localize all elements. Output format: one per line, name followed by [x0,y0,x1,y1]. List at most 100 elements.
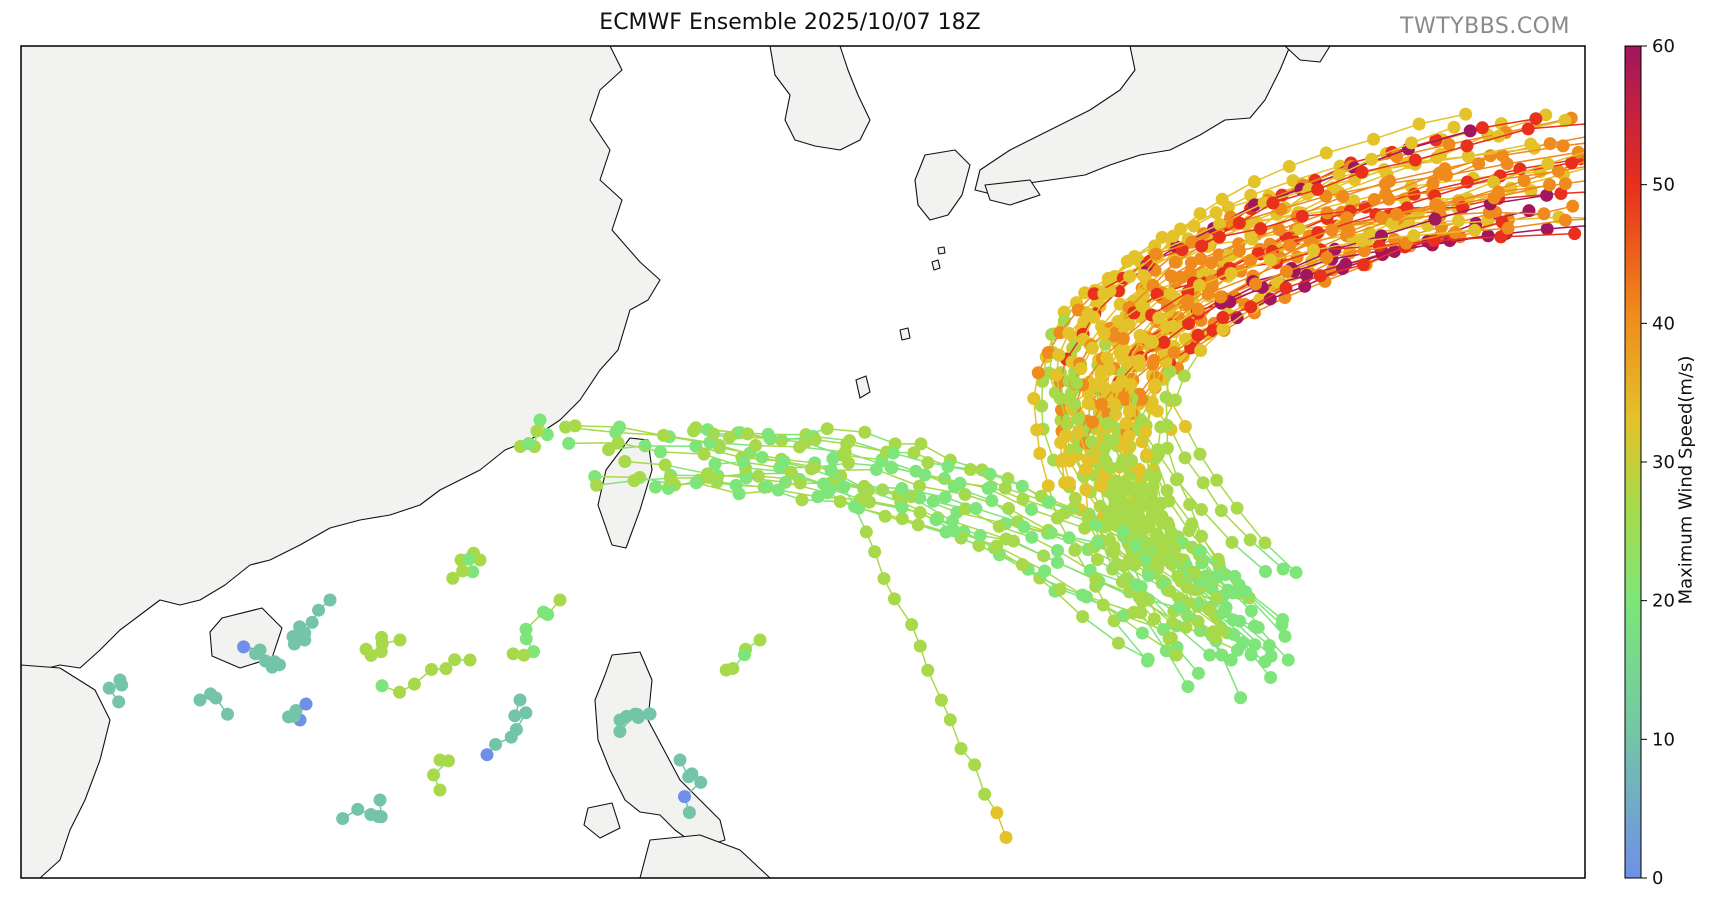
track-point [1179,620,1193,634]
track-point [793,476,807,490]
track-point [1172,601,1186,615]
track-point [1558,177,1572,191]
track-point [973,528,987,542]
track-segment [1031,508,1085,529]
track-point [1226,586,1240,600]
track-point [1239,585,1253,599]
track-point [990,539,1004,553]
track-point [1540,222,1554,236]
track-point [1215,648,1229,662]
track-point [1119,416,1133,430]
track-point [1442,137,1456,151]
track-point [1151,443,1165,457]
colorbar-label: Maximum Wind Speed(m/s) [1675,355,1697,605]
track-point [953,476,967,490]
track-point [1463,124,1477,138]
track-point [1163,364,1177,378]
track-segment [1431,179,1496,193]
track-segment [769,437,816,441]
track-point [1320,251,1334,265]
track-point [1264,671,1278,685]
track-point [1214,504,1228,518]
track-point [1501,221,1515,235]
track-point [1475,121,1489,135]
track-segment [663,434,711,444]
colorbar-tick-label: 50 [1652,175,1675,196]
track-point [1084,435,1098,449]
track-point [1429,133,1443,147]
track-point [1123,270,1137,284]
track-point [654,445,668,459]
track-point [221,707,235,721]
track-point [1168,255,1182,269]
track-point [820,422,834,436]
track-segment [1122,530,1164,556]
track-point [1566,199,1580,213]
track-point [1164,631,1178,645]
track-point [1460,139,1474,153]
track-segment [1286,256,1328,273]
track-point [1481,229,1495,243]
track-point [1243,533,1257,547]
track-point [1468,223,1482,237]
track-segment [790,471,831,490]
track-segment [901,487,946,498]
track-segment [1468,143,1531,158]
track-point [1289,565,1303,579]
track-point [876,483,890,497]
track-point [1122,405,1136,419]
track-point [1461,149,1475,163]
china-landmass [21,46,661,671]
track-segment [1178,606,1214,633]
track-segment [996,545,1046,572]
track-point [102,681,116,695]
track-point [611,436,625,450]
track-point [1537,207,1551,221]
track-point [1640,138,1653,151]
track-point [677,790,691,804]
track-point [1228,569,1242,583]
track-segment [729,436,770,439]
track-point [1058,506,1072,520]
track-point [1582,155,1585,166]
track-point [1159,644,1173,658]
track-point [795,493,809,507]
track-segment [1437,181,1494,205]
track-point [1193,447,1207,461]
track-point [1116,524,1130,538]
colorbar: 0 10 20 30 40 50 60 [1624,36,1675,889]
track-point [1378,177,1392,191]
track-point [1097,287,1111,301]
track-segment [778,489,818,498]
track-point [115,678,129,692]
ryukyu-islet-1 [899,327,911,341]
track-segment [1151,291,1189,316]
track-point [1492,129,1506,143]
track-point [1372,239,1386,253]
okinawa-island [855,375,871,399]
track-segment [1095,578,1140,599]
track-point [1192,278,1206,292]
track-point [1134,500,1148,514]
track-point [1259,564,1273,578]
track-segment [1373,123,1420,140]
track-segment [696,482,740,495]
track-point [1025,530,1039,544]
track-point [708,457,722,471]
track-point [1183,497,1197,511]
colorbar-tick-label: 40 [1652,313,1675,334]
track-point [1068,397,1082,411]
track-point [1135,299,1149,313]
track-point [886,446,900,460]
track-point [807,460,821,474]
track-segment [1250,244,1291,262]
track-point [1148,470,1162,484]
track-point [530,424,544,438]
track-point [613,724,627,738]
track-point [1279,281,1293,295]
track-point [663,471,677,485]
track-point [1148,378,1162,392]
track-point [1243,254,1257,268]
track-point [1180,580,1194,594]
track-point [1052,348,1066,362]
